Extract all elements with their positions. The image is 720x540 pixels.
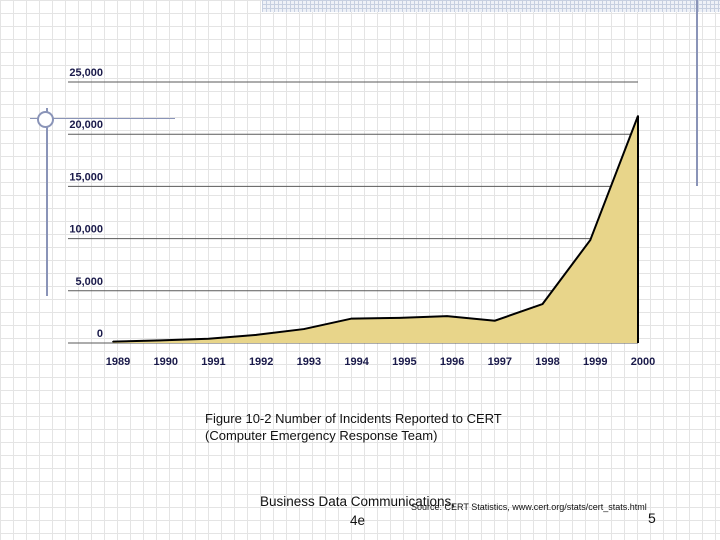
data-point-1990 [159, 339, 162, 342]
chart-area-series [112, 115, 639, 343]
x-tick-label: 1995 [392, 356, 416, 368]
footer-line-2: 4e [349, 513, 366, 528]
x-axis-ticks: 1989 1990 1991 1992 1993 1994 1995 1996 1997 1998… [106, 356, 655, 368]
data-point-1989 [112, 340, 114, 343]
x-tick-label: 1992 [249, 356, 273, 368]
decorative-top-bar [262, 0, 720, 12]
x-tick-label: 1998 [535, 356, 559, 368]
y-axis-ticks: 0 5,000 10,000 15,000 20,000 25,000 [69, 67, 103, 340]
data-point-1996 [446, 315, 448, 317]
decorative-left-line [46, 108, 48, 296]
caption-line-2: (Computer Emergency Response Team) [205, 428, 438, 443]
area-fill [113, 115, 638, 343]
x-tick-label: 1993 [297, 356, 321, 368]
data-point-1994 [350, 317, 353, 320]
source-note: Source: CERT Statistics, www.cert.org/st… [411, 502, 647, 512]
decorative-right-line [696, 0, 698, 186]
decorative-circle-icon [37, 111, 54, 128]
footer-title: Business Data Communications, 4e [250, 492, 465, 530]
y-tick-label: 10,000 [69, 224, 103, 236]
x-tick-label: 1997 [488, 356, 512, 368]
x-tick-label: 1999 [583, 356, 607, 368]
x-tick-label: 2000 [631, 356, 655, 368]
y-tick-label: 20,000 [69, 119, 103, 131]
y-tick-label: 0 [97, 328, 103, 340]
data-point-1992 [255, 334, 257, 336]
x-tick-label: 1989 [106, 356, 130, 368]
slide-number: 5 [648, 510, 656, 526]
area-line [112, 115, 639, 343]
x-tick-label: 1994 [344, 356, 369, 368]
y-tick-label: 5,000 [75, 276, 103, 288]
x-tick-label: 1996 [440, 356, 464, 368]
y-tick-label: 15,000 [69, 171, 103, 183]
chart-gridlines [68, 81, 638, 344]
figure-caption: Figure 10-2 Number of Incidents Reported… [205, 410, 565, 444]
data-point-1998 [541, 303, 544, 305]
decorative-horizontal-line [30, 118, 175, 119]
data-point-1997 [494, 319, 496, 322]
caption-line-1: Figure 10-2 Number of Incidents Reported… [205, 411, 502, 426]
footer-line-1: Business Data Communications, [259, 494, 456, 509]
x-tick-label: 1991 [201, 356, 225, 368]
data-point-1991 [207, 337, 210, 340]
y-tick-label: 25,000 [69, 67, 103, 79]
data-point-1999 [589, 239, 592, 241]
x-tick-label: 1990 [153, 356, 177, 368]
data-point-1995 [398, 317, 401, 319]
data-point-1993 [303, 328, 305, 330]
data-point-2000 [637, 115, 639, 117]
